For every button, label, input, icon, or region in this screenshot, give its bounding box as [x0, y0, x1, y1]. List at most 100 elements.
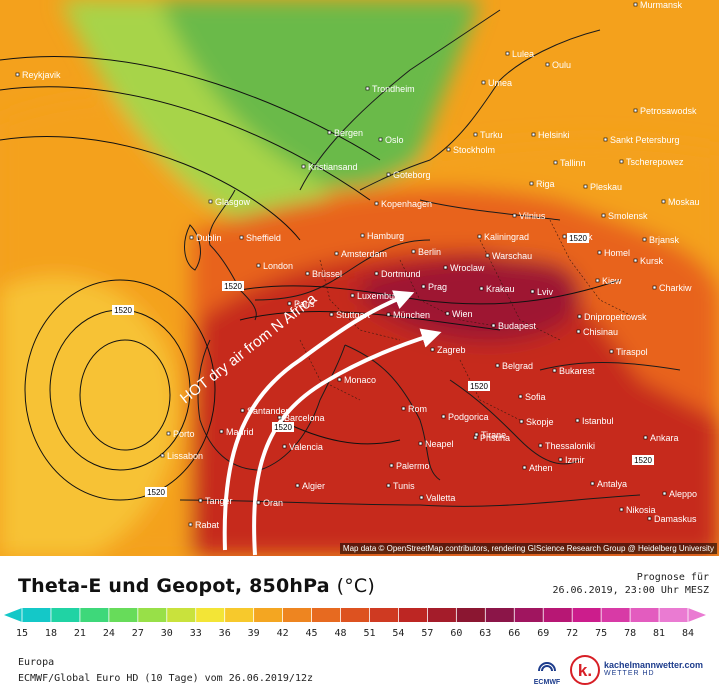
geopot-label-box — [567, 233, 589, 243]
city-marker — [386, 312, 391, 317]
colorbar-cell — [108, 608, 139, 622]
city-marker — [350, 293, 355, 298]
city-label: Sankt Petersburg — [610, 135, 680, 145]
colorbar-cell — [485, 608, 515, 622]
svg-text:k.: k. — [578, 661, 592, 680]
city-label: Stuttgart — [336, 310, 371, 320]
city-marker — [633, 258, 638, 263]
city-marker — [545, 62, 550, 67]
colorbar-tick-label: 33 — [190, 628, 202, 639]
city-label: Kiew — [602, 276, 622, 286]
city-label: Izmir — [565, 455, 585, 465]
chart-title: Theta-E und Geopot, 850hPa (°C) — [18, 575, 375, 597]
city-marker — [473, 132, 478, 137]
city-label: Istanbul — [582, 416, 614, 426]
geopot-label-box — [145, 487, 167, 497]
city-marker — [445, 311, 450, 316]
city-label: Wroclaw — [450, 263, 485, 273]
city-label: Bukarest — [559, 366, 595, 376]
city-marker — [160, 453, 165, 458]
city-label: Helsinki — [538, 130, 570, 140]
city-marker — [189, 235, 194, 240]
city-marker — [208, 199, 213, 204]
city-marker — [166, 431, 171, 436]
city-marker — [282, 444, 287, 449]
map-view[interactable]: HOT dry air from N Africa Murmansk Reykja… — [0, 0, 719, 556]
city-marker — [633, 2, 638, 7]
city-marker — [421, 284, 426, 289]
ecmwf-logo-icon — [538, 662, 556, 672]
geopot-label: 1520 — [147, 488, 165, 497]
city-label: Skopje — [526, 417, 554, 427]
city-label: Paris — [294, 299, 315, 309]
city-label: Aleppo — [669, 489, 697, 499]
map-attribution: Map data © OpenStreetMap contributors, r… — [339, 543, 717, 554]
colorbar-tick-label: 72 — [566, 628, 578, 639]
city-marker — [473, 435, 478, 440]
city-label: Belgrad — [502, 361, 533, 371]
colorbar-cell — [195, 608, 226, 622]
city-label: Petrosawodsk — [640, 106, 697, 116]
city-label: Amsterdam — [341, 249, 387, 259]
colorbar-cell — [369, 608, 399, 622]
city-marker — [562, 234, 567, 239]
city-label: Valencia — [289, 442, 323, 452]
city-marker — [575, 418, 580, 423]
colorbar-tick-label: 42 — [277, 628, 289, 639]
city-label: Santander — [247, 406, 289, 416]
city-label: Bergen — [334, 128, 363, 138]
city-marker — [240, 408, 245, 413]
city-label: Dublin — [196, 233, 222, 243]
colorbar-tick-label: 63 — [479, 628, 491, 639]
city-marker — [479, 286, 484, 291]
city-marker — [583, 184, 588, 189]
theta-e-field — [0, 0, 719, 556]
city-label: Valletta — [426, 493, 455, 503]
geopot-label-box — [468, 381, 490, 391]
colorbar-tick-label: 45 — [306, 628, 318, 639]
kachelmann-logo-icon[interactable]: k. — [570, 655, 600, 685]
geopot-labels: 1520 1520 1520 1520 1520 1520 1520 — [112, 233, 654, 497]
field-mint-arctic — [60, 0, 332, 237]
colorbar-cell — [543, 608, 573, 622]
field-ocean-cool — [0, 276, 177, 556]
field-hot — [190, 250, 719, 556]
colorbar-cell — [311, 608, 342, 622]
city-label: Goteborg — [393, 170, 431, 180]
colorbar-cell — [340, 608, 370, 622]
city-label: Antalya — [597, 479, 627, 489]
colorbar-cell — [630, 608, 660, 622]
chart-title-unit: (°C) — [336, 575, 375, 597]
city-label: Tunis — [393, 481, 415, 491]
city-marker — [198, 498, 203, 503]
forecast-time: 26.06.2019, 23:00 Uhr MESZ — [552, 585, 709, 596]
city-marker — [505, 51, 510, 56]
city-marker — [378, 137, 383, 142]
city-label: Zagreb — [437, 345, 466, 355]
region-label: Europa — [18, 657, 55, 668]
colorbar-cell — [572, 608, 602, 622]
colorbar-tick-label: 27 — [132, 628, 144, 639]
brand-block[interactable]: kachelmannwetter.com WETTER HD — [604, 660, 703, 677]
city-marker — [386, 483, 391, 488]
geopot-label-box — [222, 281, 244, 291]
city-label: Stockholm — [453, 145, 495, 155]
geopot-label: 1520 — [634, 456, 652, 465]
city-label: Luxemburg — [357, 291, 402, 301]
city-marker — [411, 249, 416, 254]
colorbar-tick-label: 39 — [248, 628, 260, 639]
airflow-arrow-outer — [252, 328, 442, 556]
colorbar-cells — [4, 608, 706, 622]
city-label: Pristina — [480, 433, 510, 443]
city-label: Dnipropetrowsk — [584, 312, 647, 322]
city-marker — [595, 278, 600, 283]
chart-title-main: Theta-E und Geopot, 850hPa — [18, 575, 330, 597]
city-label: München — [393, 310, 430, 320]
city-label: Warschau — [492, 251, 532, 261]
colorbar-max-arrow — [688, 608, 706, 622]
colorbar-cell — [659, 608, 689, 622]
city-label: Rom — [408, 404, 427, 414]
colorbar-tick-label: 51 — [363, 628, 375, 639]
brand-name[interactable]: kachelmannwetter.com — [604, 660, 704, 670]
city-label: Lissabon — [167, 451, 203, 461]
